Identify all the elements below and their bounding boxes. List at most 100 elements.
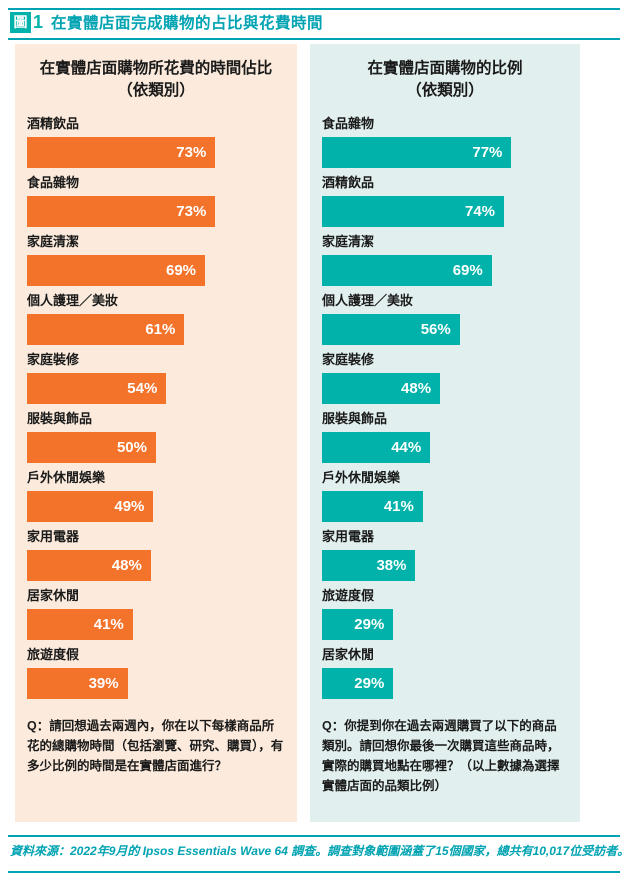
category-label: 食品雜物 <box>322 116 375 132</box>
bar-track: 41% <box>27 609 285 641</box>
bar-value-label: 48% <box>111 557 142 575</box>
bar-track: 73% <box>27 137 285 169</box>
bar-value-label: 61% <box>145 321 176 339</box>
bar-value-label: 44% <box>391 439 422 457</box>
category-label: 家庭裝修 <box>322 352 375 368</box>
category-label: 家庭清潔 <box>27 234 80 250</box>
category-label: 家用電器 <box>27 529 80 545</box>
bar-track: 41% <box>322 491 568 523</box>
category-label: 居家休閒 <box>27 588 80 604</box>
bar-track: 39% <box>27 668 285 700</box>
category-label: 旅遊度假 <box>27 647 80 663</box>
bar-row: 家用電器 48% <box>27 529 285 582</box>
title-bottom-rule <box>8 38 620 40</box>
page-title: 在實體店面完成購物的占比與花費時間 <box>51 15 324 32</box>
bar-row: 家庭清潔 69% <box>322 234 568 287</box>
bar-row: 服裝與飾品 44% <box>322 411 568 464</box>
bar-value-label: 41% <box>383 498 414 516</box>
chart-heading-line2: （依類別） <box>117 81 195 99</box>
bar-row: 酒精飲品 74% <box>322 175 568 228</box>
bars-list: 食品雜物 77% 酒精飲品 74% 家庭清潔 69% 個人護理／美妝 56% 家庭裝修 48% 服裝… <box>322 116 568 700</box>
bar-row: 居家休閒 41% <box>27 588 285 641</box>
bar-row: 服裝與飾品 50% <box>27 411 285 464</box>
category-label: 酒精飲品 <box>322 175 375 191</box>
bar-track: 73% <box>27 196 285 228</box>
survey-question: Q：你提到你在過去兩週購買了以下的商品類別。請回想你最後一次購買這些商品時，實際… <box>322 719 560 794</box>
bar-track: 77% <box>322 137 568 169</box>
bar: 48% <box>322 373 441 405</box>
bar-row: 食品雜物 73% <box>27 175 285 228</box>
bar-value-label: 54% <box>127 380 158 398</box>
purchase-share-chart-panel: 在實體店面購物的比例 （依類別） 食品雜物 77% 酒精飲品 74% 家庭清潔 69% 個人… <box>310 44 580 822</box>
survey-question: Q：請回想過去兩週內，你在以下每樣商品所花的總購物時間（包括瀏覽、研究、購買），… <box>27 719 284 774</box>
bar-track: 69% <box>322 255 568 287</box>
bar-value-label: 69% <box>165 262 197 280</box>
bar-value-label: 49% <box>114 498 145 516</box>
category-label: 酒精飲品 <box>27 116 80 132</box>
bar-track: 56% <box>322 314 568 346</box>
bar-row: 旅遊度假 29% <box>322 588 568 641</box>
bar: 29% <box>322 609 394 641</box>
bar-value-label: 73% <box>176 203 207 221</box>
category-label: 家庭裝修 <box>27 352 80 368</box>
category-label: 家庭清潔 <box>322 234 375 250</box>
category-label: 戶外休閒娛樂 <box>27 470 106 486</box>
bar-track: 50% <box>27 432 285 464</box>
bar-value-label: 74% <box>465 203 496 221</box>
time-share-chart-panel: 在實體店面購物所花費的時間佔比 （依類別） 酒精飲品 73% 食品雜物 73% 家庭清潔… <box>15 44 297 822</box>
bar-value-label: 73% <box>176 144 207 162</box>
figure-title-row: 圖 1 在實體店面完成購物的占比與花費時間 <box>10 11 323 33</box>
bar-row: 家庭清潔 69% <box>27 234 285 287</box>
bar: 48% <box>27 550 151 582</box>
bar: 61% <box>27 314 185 346</box>
bar-value-label: 56% <box>420 321 451 339</box>
bar: 41% <box>322 491 423 523</box>
bar-track: 38% <box>322 550 568 582</box>
bar: 54% <box>27 373 167 405</box>
bar-track: 29% <box>322 668 568 700</box>
category-label: 服裝與飾品 <box>27 411 93 427</box>
bar: 69% <box>27 255 206 287</box>
bar: 38% <box>322 550 416 582</box>
bar: 74% <box>322 196 505 228</box>
footer-bottom-rule <box>8 871 620 873</box>
bar-track: 48% <box>27 550 285 582</box>
figure-label-box: 圖 <box>10 11 31 33</box>
footer-top-rule <box>8 835 620 837</box>
bar-track: 74% <box>322 196 568 228</box>
bar-row: 食品雜物 77% <box>322 116 568 169</box>
bar: 49% <box>27 491 154 523</box>
bar-value-label: 77% <box>472 144 503 162</box>
bar-track: 49% <box>27 491 285 523</box>
bar-value-label: 29% <box>354 675 385 693</box>
bar-value-label: 38% <box>376 557 407 575</box>
category-label: 個人護理／美妝 <box>322 293 414 309</box>
bar-track: 54% <box>27 373 285 405</box>
bar-row: 戶外休閒娛樂 41% <box>322 470 568 523</box>
category-label: 戶外休閒娛樂 <box>322 470 401 486</box>
bar-row: 個人護理／美妝 61% <box>27 293 285 346</box>
bar: 73% <box>27 137 216 169</box>
bar-row: 居家休閒 29% <box>322 647 568 700</box>
charts-container: 在實體店面購物所花費的時間佔比 （依類別） 酒精飲品 73% 食品雜物 73% 家庭清潔… <box>15 44 580 822</box>
bar: 69% <box>322 255 492 287</box>
bar: 44% <box>322 432 431 464</box>
bar-track: 61% <box>27 314 285 346</box>
bar-row: 家庭裝修 48% <box>322 352 568 405</box>
figure-number: 1 <box>33 11 44 32</box>
bar-row: 酒精飲品 73% <box>27 116 285 169</box>
top-rule <box>8 8 620 10</box>
bar-value-label: 50% <box>116 439 147 457</box>
bar-track: 29% <box>322 609 568 641</box>
chart-heading-line2: （依類別） <box>406 81 484 99</box>
bars-list: 酒精飲品 73% 食品雜物 73% 家庭清潔 69% 個人護理／美妝 61% 家庭裝修 54% 服裝… <box>27 116 285 700</box>
category-label: 食品雜物 <box>27 175 80 191</box>
category-label: 個人護理／美妝 <box>27 293 119 309</box>
bar-track: 69% <box>27 255 285 287</box>
bar-row: 家庭裝修 54% <box>27 352 285 405</box>
bar-row: 家用電器 38% <box>322 529 568 582</box>
bar: 41% <box>27 609 133 641</box>
bar: 50% <box>27 432 156 464</box>
bar-value-label: 48% <box>401 380 432 398</box>
